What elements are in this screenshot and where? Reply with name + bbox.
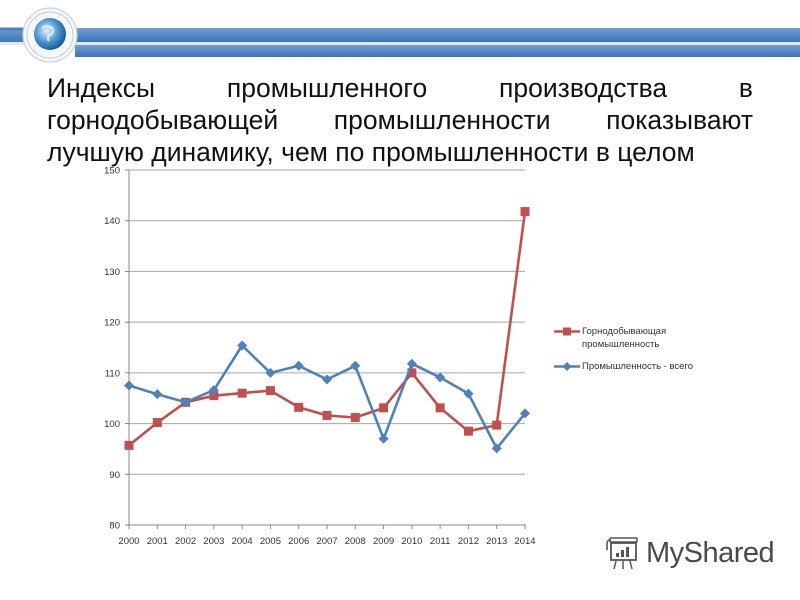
legend-label: Горнодобывающая bbox=[582, 326, 667, 337]
data-point bbox=[294, 402, 304, 412]
globe-icon bbox=[22, 7, 78, 63]
y-tick-label: 110 bbox=[105, 368, 120, 379]
data-point bbox=[520, 207, 530, 217]
chart-gridlines bbox=[125, 169, 526, 529]
data-point bbox=[520, 408, 530, 419]
x-tick-label: 2005 bbox=[260, 536, 281, 547]
y-tick-label: 80 bbox=[109, 521, 120, 532]
data-point bbox=[237, 340, 248, 351]
square-marker-icon bbox=[554, 327, 580, 336]
x-tick-label: 2008 bbox=[345, 536, 366, 547]
x-tick-label: 2001 bbox=[147, 536, 168, 547]
x-axis-ticks: 2000 2001 2002 2003 2004 2005 2006 2007 2008 2009… bbox=[118, 536, 535, 547]
data-point bbox=[293, 360, 304, 371]
title-line-3: лучшую динамику, чем по промышленности в… bbox=[47, 137, 695, 167]
data-point bbox=[463, 388, 474, 399]
chart-legend: Горнодобывающая промышленность Промышлен… bbox=[552, 325, 722, 382]
data-point bbox=[265, 386, 275, 396]
y-tick-label: 140 bbox=[104, 216, 120, 227]
y-tick-label: 100 bbox=[104, 419, 120, 430]
chart-series bbox=[124, 207, 530, 454]
y-tick-label: 90 bbox=[109, 470, 120, 481]
title-line-1: Индексы промышленного производства в bbox=[47, 73, 753, 103]
series-mining bbox=[124, 207, 530, 450]
data-point bbox=[435, 372, 446, 383]
watermark-logo: MyShared bbox=[606, 535, 775, 571]
data-point bbox=[180, 397, 191, 408]
data-point bbox=[407, 368, 417, 378]
x-tick-label: 2003 bbox=[203, 536, 224, 547]
x-tick-label: 2010 bbox=[401, 536, 422, 547]
data-point bbox=[350, 360, 361, 371]
data-point bbox=[124, 440, 134, 450]
slide-title: Индексы промышленного производства в гор… bbox=[47, 72, 753, 168]
data-point bbox=[322, 410, 332, 420]
x-tick-label: 2011 bbox=[430, 536, 450, 547]
data-point bbox=[209, 391, 219, 401]
y-tick-label: 120 bbox=[104, 318, 120, 329]
data-point bbox=[379, 403, 389, 413]
data-point bbox=[265, 367, 276, 378]
presentation-board-icon bbox=[606, 537, 638, 570]
x-tick-label: 2002 bbox=[175, 536, 196, 547]
data-point bbox=[208, 385, 219, 396]
x-tick-label: 2012 bbox=[458, 536, 479, 547]
data-point bbox=[350, 412, 360, 422]
x-tick-label: 2007 bbox=[316, 536, 337, 547]
x-tick-label: 2004 bbox=[232, 536, 253, 547]
data-point bbox=[152, 389, 163, 400]
legend-label-cont: промышленность bbox=[582, 339, 660, 350]
watermark-text: MyShared bbox=[646, 536, 775, 569]
legend-item-mining: Горнодобывающая промышленность bbox=[552, 325, 722, 351]
legend-item-total: Промышленность - всего bbox=[552, 360, 722, 373]
header-banner bbox=[0, 7, 800, 63]
x-tick-label: 2014 bbox=[514, 536, 535, 547]
data-point bbox=[463, 426, 473, 436]
data-point bbox=[237, 388, 247, 398]
title-line-2: горнодобывающей промышленности показываю… bbox=[47, 105, 753, 135]
series-total bbox=[124, 340, 530, 454]
x-tick-label: 2013 bbox=[486, 536, 507, 547]
x-tick-label: 2000 bbox=[118, 536, 139, 547]
legend-label: Промышленность - всего bbox=[582, 361, 693, 372]
data-point bbox=[378, 433, 389, 444]
y-axis-ticks: 80 90 100 110 120 130 140 150 bbox=[104, 166, 120, 532]
data-point bbox=[152, 418, 162, 428]
data-point bbox=[322, 374, 332, 385]
data-point bbox=[124, 380, 134, 391]
y-tick-label: 130 bbox=[104, 267, 120, 278]
y-tick-label: 150 bbox=[104, 166, 120, 177]
x-tick-label: 2006 bbox=[288, 536, 309, 547]
data-point bbox=[492, 420, 502, 430]
x-tick-label: 2009 bbox=[373, 536, 394, 547]
data-point bbox=[435, 403, 445, 413]
data-point bbox=[406, 358, 417, 369]
data-point bbox=[491, 443, 502, 454]
diamond-marker-icon bbox=[554, 362, 580, 371]
